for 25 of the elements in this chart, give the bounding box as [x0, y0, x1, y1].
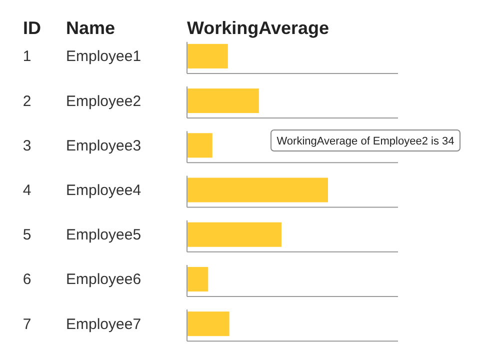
text: 6: [22, 271, 32, 288]
text: 2: [22, 92, 32, 110]
text: 5: [22, 226, 32, 244]
bar: [187, 133, 212, 158]
chart-title: WorkingAverage: [187, 18, 330, 38]
text: 7: [22, 316, 32, 333]
y-tick-label: Employee3: [66, 137, 142, 154]
bar: [187, 178, 328, 202]
y-tick-label: Employee7: [66, 316, 142, 333]
bar: [187, 44, 228, 68]
y-tick-label: Employee1: [66, 48, 142, 66]
text: 4: [22, 182, 32, 199]
y-tick-label: Employee2: [66, 92, 142, 110]
annotation: WorkingAverage of Employee2 is 34: [276, 136, 454, 148]
text: 3: [22, 137, 32, 154]
text: ID: [23, 18, 41, 38]
bar: [187, 88, 259, 114]
bar: [187, 222, 282, 247]
y-tick-label: Employee5: [66, 226, 142, 244]
text: Name: [66, 18, 116, 38]
bar: [187, 312, 230, 336]
text: 1: [22, 48, 32, 66]
y-tick-label: Employee4: [66, 182, 142, 199]
bar: [187, 266, 208, 292]
y-tick-label: Employee6: [66, 271, 142, 288]
